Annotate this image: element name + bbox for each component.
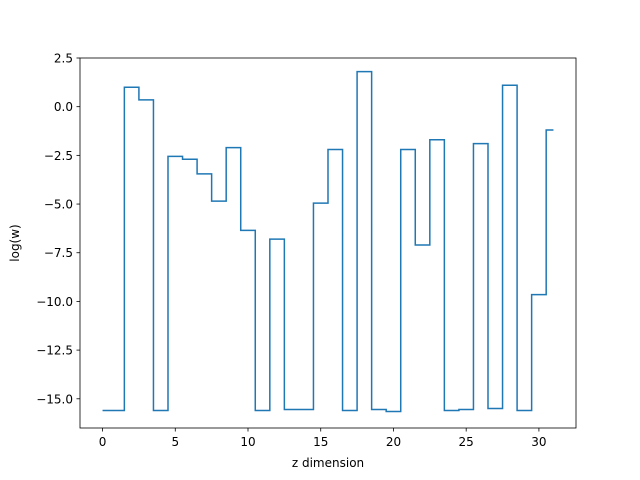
y-axis-label: log(w) [8, 224, 22, 261]
y-tick-label: 2.5 [54, 52, 73, 66]
plot-frame [79, 57, 577, 429]
x-tick-label: 15 [313, 435, 328, 449]
ticks-layer: 0 5 10 15 20 25 30 2.5 0.0 −2.5 −5.0 −7.5 −10.0 −12.5… [36, 52, 546, 450]
x-tick-label: 5 [171, 435, 179, 449]
x-axis-label: z dimension [292, 456, 364, 470]
x-tick-label: 20 [386, 435, 401, 449]
y-tick-label: −5.0 [44, 198, 73, 212]
x-tick-label: 0 [99, 435, 107, 449]
y-tick-label: −12.5 [36, 344, 73, 358]
y-tick-label: −10.0 [36, 295, 73, 309]
y-tick-label: 0.0 [54, 100, 73, 114]
x-tick-label: 25 [459, 435, 474, 449]
series-layer [102, 70, 554, 413]
y-tick-label: −7.5 [44, 246, 73, 260]
series-line [102, 70, 554, 413]
plot-area [80, 58, 576, 428]
x-tick-label: 10 [240, 435, 255, 449]
y-tick-label: −15.0 [36, 392, 73, 406]
x-tick-label: 30 [531, 435, 546, 449]
y-tick-label: −2.5 [44, 149, 73, 163]
